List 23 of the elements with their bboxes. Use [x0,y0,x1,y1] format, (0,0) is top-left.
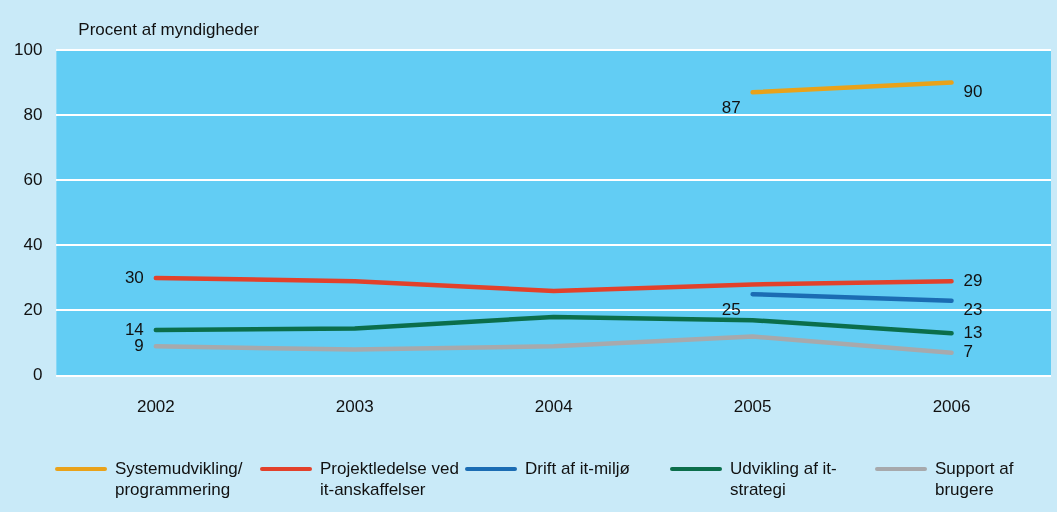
y-tick-label: 60 [23,169,43,189]
x-tick-label: 2002 [136,397,175,417]
data-label: 13 [963,322,983,342]
data-label: 29 [963,270,983,290]
x-tick-label: 2005 [733,397,772,417]
legend-label: Projektledelse ved it-anskaffelser [320,458,460,500]
x-tick-label: 2006 [932,397,971,417]
legend-label: Drift af it-miljø [525,458,631,479]
x-tick-label: 2004 [534,397,573,417]
y-tick-label: 20 [23,300,43,320]
y-tick-label: 40 [23,235,43,255]
data-label: 7 [963,342,974,362]
legend-label: Udvikling af it-strategi [730,458,838,500]
legend-label: Systemudvikling/ programmering [115,458,244,500]
data-label: 87 [721,98,741,118]
y-tick-label: 80 [23,104,43,124]
data-label: 90 [963,82,983,102]
x-tick-label: 2003 [335,397,374,417]
y-tick-label: 100 [13,39,43,59]
data-label: 30 [124,267,144,287]
legend-label: Support af brugere [935,458,1015,500]
y-axis-title: Procent af myndigheder [78,19,260,39]
y-tick-label: 0 [32,365,43,385]
